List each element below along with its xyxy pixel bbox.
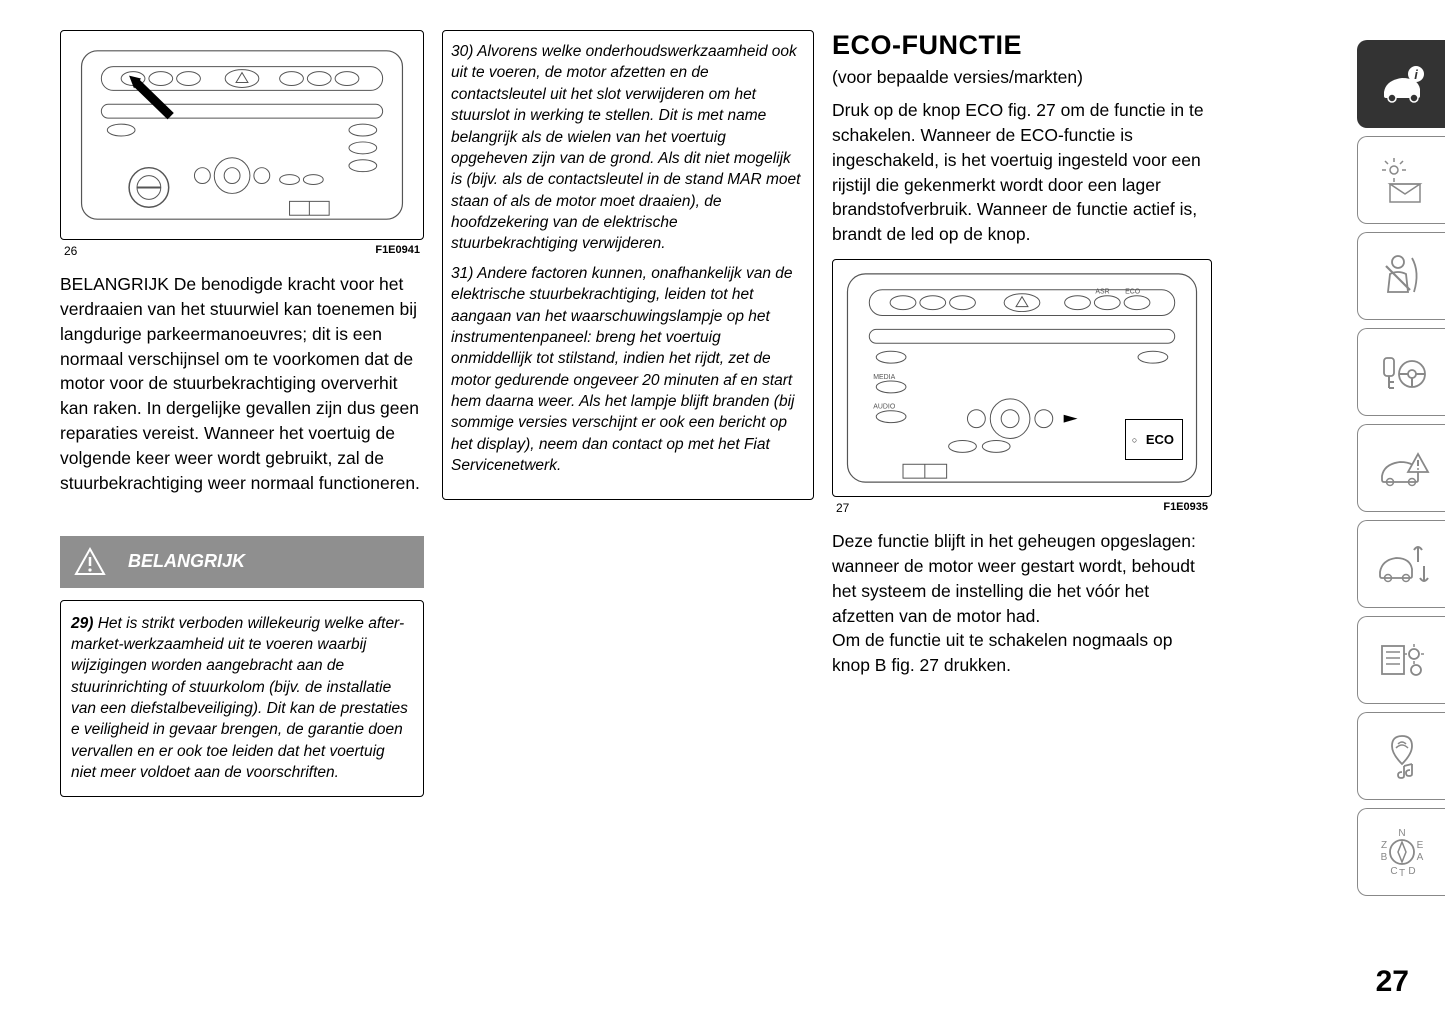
figure-number: 27 [836, 501, 849, 515]
car-info-icon: i [1374, 56, 1430, 112]
eco-paragraph-3: Om de functie uit te schakelen nogmaals … [832, 628, 1212, 678]
tab-service[interactable] [1357, 520, 1445, 608]
key-steering-icon [1374, 344, 1430, 400]
svg-text:ECO: ECO [1125, 289, 1141, 296]
tab-light[interactable] [1357, 136, 1445, 224]
svg-text:Z: Z [1380, 840, 1386, 851]
eco-button-callout: ○ ECO [1125, 419, 1183, 460]
svg-text:E: E [1416, 840, 1423, 851]
body-paragraph: BELANGRIJK De benodigde kracht voor het … [60, 272, 424, 496]
tab-info[interactable]: i [1357, 40, 1445, 128]
side-tabs: i [1357, 40, 1445, 896]
eco-paragraph-2: Deze functie blijft in het geheugen opge… [832, 529, 1212, 628]
svg-text:MEDIA: MEDIA [873, 374, 895, 381]
figure-code: F1E0941 [375, 244, 420, 258]
warning-number: 30) [451, 43, 473, 60]
dashboard-illustration-27: ASR ECO MEDIA AUDIO [833, 260, 1211, 496]
svg-text:i: i [1414, 67, 1418, 82]
warning-number: 31) [451, 265, 473, 282]
warning-triangle-icon [74, 546, 106, 578]
warning-text: Andere factoren kunnen, onafhankelijk va… [451, 265, 794, 474]
page-number: 27 [1376, 965, 1409, 999]
car-service-icon [1374, 536, 1430, 592]
warning-text: Alvorens welke onderhoudswerkzaamheid oo… [451, 43, 800, 252]
svg-text:D: D [1408, 866, 1415, 877]
column-1: 26 F1E0941 BELANGRIJK De benodigde krach… [60, 30, 424, 797]
warning-30: 30) Alvorens welke onderhoudswerkzaamhei… [451, 41, 805, 255]
car-warning-icon [1374, 440, 1430, 496]
figure-code: F1E0935 [1163, 501, 1208, 515]
warning-31: 31) Andere factoren kunnen, onafhankelij… [451, 263, 805, 477]
figure-27: ASR ECO MEDIA AUDIO ○ [832, 259, 1212, 497]
tab-nav[interactable]: N E Z A B C T D [1357, 808, 1445, 896]
list-gear-icon [1374, 632, 1430, 688]
important-heading: BELANGRIJK [60, 536, 424, 588]
svg-text:B: B [1380, 852, 1387, 863]
warning-29: 29) Het is strikt verboden willekeurig w… [60, 600, 424, 797]
figure-26-caption: 26 F1E0941 [60, 244, 424, 258]
figure-number: 26 [64, 244, 77, 258]
column-2: 30) Alvorens welke onderhoudswerkzaamhei… [442, 30, 814, 797]
warning-box-30-31: 30) Alvorens welke onderhoudswerkzaamhei… [442, 30, 814, 500]
light-icon [1374, 152, 1430, 208]
svg-text:ASR: ASR [1095, 289, 1109, 296]
column-3: ECO-FUNCTIE (voor bepaalde versies/markt… [832, 30, 1212, 797]
svg-text:C: C [1390, 866, 1397, 877]
tab-key[interactable] [1357, 328, 1445, 416]
figure-26 [60, 30, 424, 240]
warning-number: 29) [71, 615, 93, 632]
important-label: BELANGRIJK [128, 551, 245, 572]
dashboard-illustration-26 [61, 31, 423, 239]
eco-label-text: ECO [1146, 432, 1174, 447]
eco-paragraph-1: Druk op de knop ECO fig. 27 om de functi… [832, 98, 1212, 247]
figure-27-caption: 27 F1E0935 [832, 501, 1212, 515]
tab-safety[interactable] [1357, 232, 1445, 320]
svg-text:N: N [1398, 828, 1405, 839]
eco-subtitle: (voor bepaalde versies/markten) [832, 67, 1212, 88]
svg-text:T: T [1398, 868, 1404, 879]
tab-settings[interactable] [1357, 616, 1445, 704]
tab-warning[interactable] [1357, 424, 1445, 512]
warning-text: Het is strikt verboden willekeurig welke… [71, 615, 408, 782]
seatbelt-icon [1374, 248, 1430, 304]
compass-icon: N E Z A B C T D [1374, 824, 1430, 880]
tab-audio[interactable] [1357, 712, 1445, 800]
svg-text:A: A [1416, 852, 1423, 863]
audio-location-icon [1374, 728, 1430, 784]
eco-dot: ○ [1132, 435, 1137, 445]
svg-text:AUDIO: AUDIO [873, 404, 896, 411]
eco-title: ECO-FUNCTIE [832, 30, 1212, 61]
page-content: 26 F1E0941 BELANGRIJK De benodigde krach… [60, 30, 1350, 797]
